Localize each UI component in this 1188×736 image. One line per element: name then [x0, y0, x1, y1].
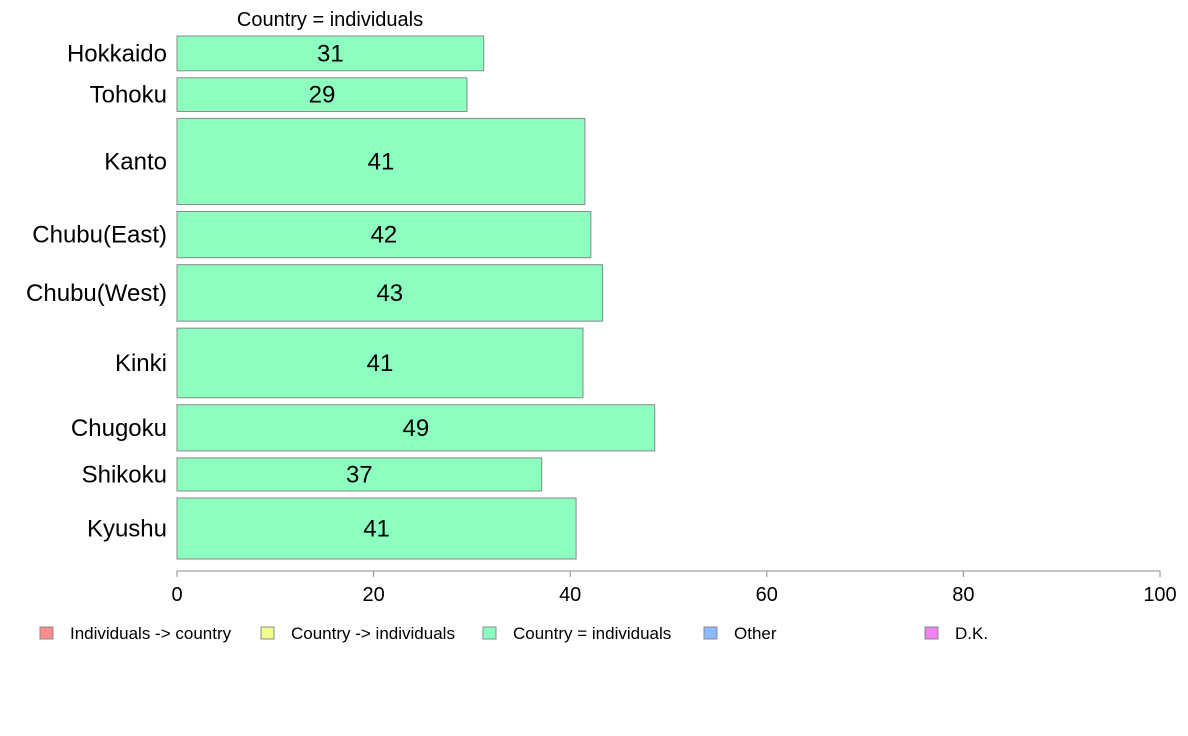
value-label: 42 [371, 222, 398, 249]
legend-label: Individuals -> country [70, 624, 232, 643]
bar-kyushu [176, 497, 577, 560]
value-label: 29 [309, 82, 336, 109]
chart-title: Country = individuals [237, 9, 423, 31]
category-label: Chubu(East) [32, 222, 167, 249]
bar-chubu-west- [176, 264, 604, 322]
bar-chubu-east- [176, 211, 592, 259]
category-label: Hokkaido [67, 40, 167, 67]
legend-swatch [260, 626, 275, 640]
legend-label: Other [734, 624, 777, 643]
category-label: Kanto [104, 148, 167, 175]
x-tick-label: 80 [952, 584, 974, 606]
category-label: Chugoku [71, 415, 167, 442]
x-axis: 0 20 40 60 80 100 [171, 570, 1177, 606]
bars-group [176, 35, 656, 560]
legend-label: Country = individuals [513, 624, 671, 643]
value-label: 49 [403, 415, 430, 442]
bar-hokkaido [176, 35, 485, 72]
x-tick-label: 0 [171, 584, 182, 606]
legend-swatch [703, 626, 718, 640]
x-tick-label: 20 [362, 584, 384, 606]
value-label: 31 [317, 40, 344, 67]
value-label: 41 [363, 515, 390, 542]
x-tick-label: 100 [1143, 584, 1176, 606]
x-tick-label: 40 [559, 584, 581, 606]
category-label: Kinki [115, 350, 167, 377]
category-label: Chubu(West) [26, 280, 167, 307]
x-tick-label: 60 [756, 584, 778, 606]
value-labels: 31 29 41 42 43 41 49 37 41 [309, 40, 430, 542]
bar-kinki [176, 327, 584, 399]
bar-kanto [176, 117, 586, 206]
bar-shikoku [176, 457, 543, 492]
legend: Individuals -> country Country -> individ… [39, 624, 988, 643]
value-label: 41 [367, 350, 394, 377]
bar-tohoku [176, 77, 468, 112]
category-labels: Hokkaido Tohoku Kanto Chubu(East) Chubu(West… [26, 40, 167, 542]
value-label: 43 [376, 280, 403, 307]
value-label: 37 [346, 461, 373, 488]
category-label: Tohoku [90, 82, 167, 109]
category-label: Kyushu [87, 515, 167, 542]
legend-label: D.K. [955, 624, 988, 643]
value-label: 41 [368, 148, 395, 175]
bar-chugoku [176, 404, 656, 452]
legend-swatch [482, 626, 497, 640]
category-label: Shikoku [82, 461, 167, 488]
legend-swatch [39, 626, 54, 640]
legend-swatch [924, 626, 939, 640]
legend-label: Country -> individuals [291, 624, 455, 643]
